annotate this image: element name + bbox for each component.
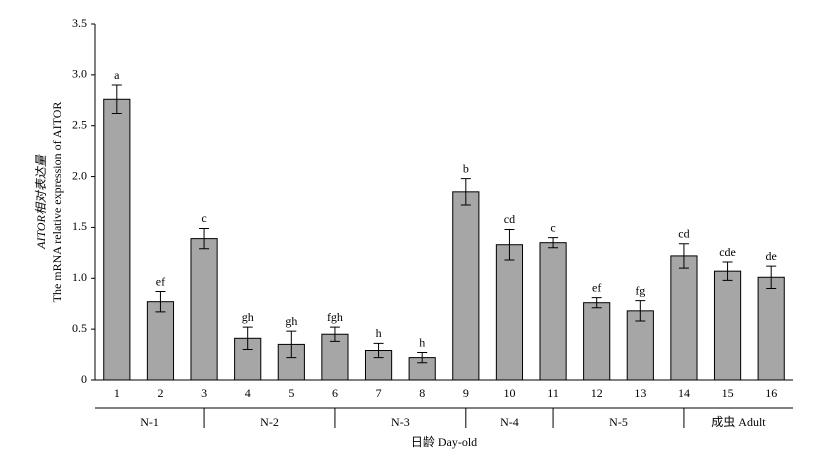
y-tick-label: 3.5 [72,16,87,30]
error-bar [460,178,471,206]
y-tick-label: 3.0 [72,67,87,81]
error-bar [417,352,428,364]
x-tick-label: 3 [201,386,207,400]
x-tick-label: 14 [678,386,690,400]
error-bar [155,291,166,313]
significance-letter: a [114,68,120,82]
x-tick-label: 6 [332,386,338,400]
significance-letter: ef [156,274,165,288]
significance-letter: cd [678,226,689,240]
bar [713,270,742,381]
x-tick-label: 1 [114,386,120,400]
significance-letter: c [201,211,206,225]
x-tick-label: 4 [245,386,251,400]
error-bar [111,84,122,115]
y-tick-label: 1.0 [72,270,87,284]
x-axis-label: 日龄 Day-old [411,435,477,449]
significance-letter: cd [504,212,515,226]
y-tick-label: 2.5 [72,117,87,131]
bar [452,191,480,381]
bar [583,302,611,381]
y-tick-label: 0.5 [72,321,87,335]
error-bar [504,228,515,261]
significance-letter: h [376,326,382,340]
x-tick-label: 8 [419,386,425,400]
group-label: N-2 [260,415,279,429]
significance-letter: gh [242,310,254,324]
group-label: N-5 [609,415,628,429]
error-bar [635,300,646,322]
significance-letter: cde [719,245,736,259]
bar [103,98,131,381]
bar [190,238,218,381]
group-label: N-1 [140,415,159,429]
bar [146,301,175,381]
significance-letter: de [766,249,777,263]
x-tick-label: 5 [288,386,294,400]
error-bar [242,326,253,350]
error-bar [548,237,559,249]
x-tick-label: 12 [591,386,603,400]
error-bar [591,297,602,309]
significance-letter: h [419,335,425,349]
x-tick-label: 2 [157,386,163,400]
x-tick-label: 7 [376,386,382,400]
y-axis-label: AITOR相对表达量 [34,154,48,250]
bar [539,242,567,381]
group-label: N-3 [391,415,410,429]
significance-letter: b [463,161,469,175]
error-bar [199,227,210,250]
error-bar [766,265,777,289]
bar [495,244,524,381]
significance-letter: fg [635,283,645,297]
y-tick-label: 0 [81,372,87,386]
y-axis-label: The mRNA relative expression of AITOR [50,102,64,303]
group-label: 成虫 Adult [711,415,766,429]
error-bar [286,330,297,359]
y-tick-label: 2.0 [72,168,87,182]
bar [321,333,349,381]
significance-letter: c [550,220,555,234]
x-tick-label: 10 [503,386,515,400]
significance-letter: fgh [327,310,343,324]
x-tick-label: 13 [634,386,646,400]
bar [757,276,785,381]
error-bar [329,326,340,342]
error-bar [373,342,384,359]
x-tick-label: 15 [722,386,734,400]
significance-letter: gh [285,314,297,328]
x-tick-label: 9 [463,386,469,400]
error-bar [722,261,733,281]
y-tick-label: 1.5 [72,219,87,233]
error-bar [678,243,689,269]
significance-letter: ef [592,280,601,294]
x-tick-label: 11 [547,386,559,400]
bar [670,255,698,381]
x-tick-label: 16 [765,386,777,400]
group-label: N-4 [500,415,519,429]
